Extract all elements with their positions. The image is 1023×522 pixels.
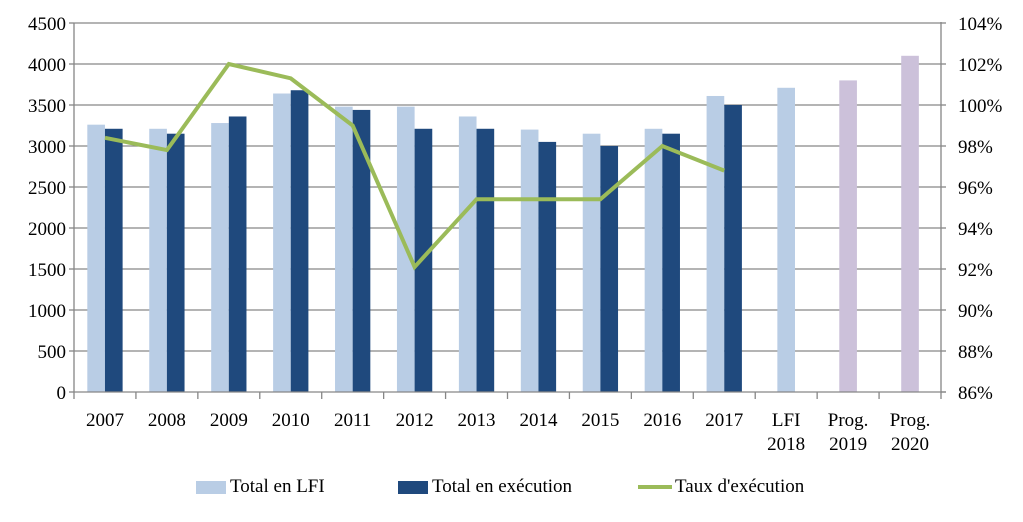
x-tick-label: 2012 (396, 410, 434, 431)
x-tick-label: Prog. (828, 410, 869, 431)
right-tick-label: 86% (958, 383, 993, 404)
left-tick-label: 500 (38, 342, 67, 363)
gridlines (74, 22, 941, 352)
x-tick-label: 2014 (519, 410, 558, 431)
x-tick-label: 2016 (643, 410, 681, 431)
left-tick-label: 1500 (28, 260, 66, 281)
legend-swatch-lfi (196, 480, 226, 494)
bar-execution (476, 128, 495, 392)
bar-execution (104, 128, 123, 392)
x-tick-label: 2009 (210, 410, 248, 431)
x-tick-label: 2011 (334, 410, 371, 431)
right-tick-label: 94% (958, 219, 993, 240)
bar-lfi (582, 133, 601, 392)
x-tick-label: 2013 (458, 410, 496, 431)
right-axis-tick-labels: 86% 88% 90% 92% 94% 96% 98% 100% 102% 104% (958, 14, 1003, 404)
x-tick-label: 2007 (86, 410, 124, 431)
right-tick-label: 98% (958, 137, 993, 158)
bar-lfi (273, 93, 291, 393)
left-axis-tick-labels: 0 500 1000 1500 2000 2500 3000 3500 4000 4500 (28, 14, 66, 404)
legend: Total en LFI Total en exécution Taux d'e… (0, 476, 1023, 506)
legend-item-execution: Total en exécution (398, 476, 572, 498)
bar-lfi (777, 87, 796, 392)
bar-execution (600, 146, 619, 392)
x-tick-label: 2015 (581, 410, 619, 431)
bar-lfi (901, 55, 919, 393)
bar-lfi (458, 116, 477, 392)
bar-lfi (149, 128, 167, 392)
left-tick-label: 3500 (28, 96, 66, 117)
legend-label-execution: Total en exécution (432, 476, 573, 497)
bar-lfi (335, 106, 353, 392)
bar-lfi (706, 95, 725, 392)
bar-lfi (644, 128, 663, 392)
left-tick-label: 4000 (28, 55, 66, 76)
bar-lfi (87, 124, 105, 393)
legend-label-rate: Taux d'exécution (675, 476, 805, 497)
bar-lfi (211, 123, 229, 392)
left-tick-label: 4500 (28, 14, 66, 35)
legend-item-lfi: Total en LFI (196, 476, 325, 498)
x-tick-label: 2020 (891, 434, 929, 455)
bar-execution (414, 128, 433, 392)
bar-execution (352, 109, 371, 393)
left-tick-label: 0 (57, 383, 67, 404)
legend-label-lfi: Total en LFI (230, 476, 325, 497)
right-tick-label: 90% (958, 301, 993, 322)
x-tick-label: 2010 (272, 410, 310, 431)
x-tick-label: LFI (772, 410, 801, 431)
left-tick-label: 2000 (28, 219, 66, 240)
legend-swatch-rate (638, 485, 672, 489)
left-tick-label: 2500 (28, 178, 66, 199)
bar-execution (228, 116, 247, 392)
right-tick-label: 88% (958, 342, 993, 363)
bar-execution (290, 90, 309, 393)
left-tick-label: 3000 (28, 137, 66, 158)
bars (87, 55, 919, 393)
x-tick-label: 2008 (148, 410, 186, 431)
bar-execution (166, 133, 185, 392)
axes (69, 22, 946, 399)
right-tick-label: 100% (958, 96, 1003, 117)
right-tick-label: 104% (958, 14, 1003, 35)
execution-rate-line (104, 61, 725, 271)
x-tick-label: 2019 (829, 434, 867, 455)
bar-lfi (839, 80, 857, 393)
bar-lfi (520, 129, 539, 392)
x-tick-label: Prog. (890, 410, 931, 431)
bar-execution (538, 141, 557, 392)
x-axis-tick-labels: 2007 2008 2009 2010 2011 2012 2013 2014 2015 2016… (86, 410, 930, 455)
x-tick-label: 2017 (705, 410, 743, 431)
x-tick-label: 2018 (767, 434, 805, 455)
legend-swatch-execution (398, 480, 428, 494)
left-tick-label: 1000 (28, 301, 66, 322)
legend-item-rate: Taux d'exécution (638, 476, 804, 498)
right-tick-label: 92% (958, 260, 993, 281)
bar-execution (662, 133, 680, 392)
right-tick-label: 102% (958, 55, 1003, 76)
chart: 0 500 1000 1500 2000 2500 3000 3500 4000 4500 86%… (28, 14, 1003, 455)
right-tick-label: 96% (958, 178, 993, 199)
bar-execution (724, 105, 742, 392)
